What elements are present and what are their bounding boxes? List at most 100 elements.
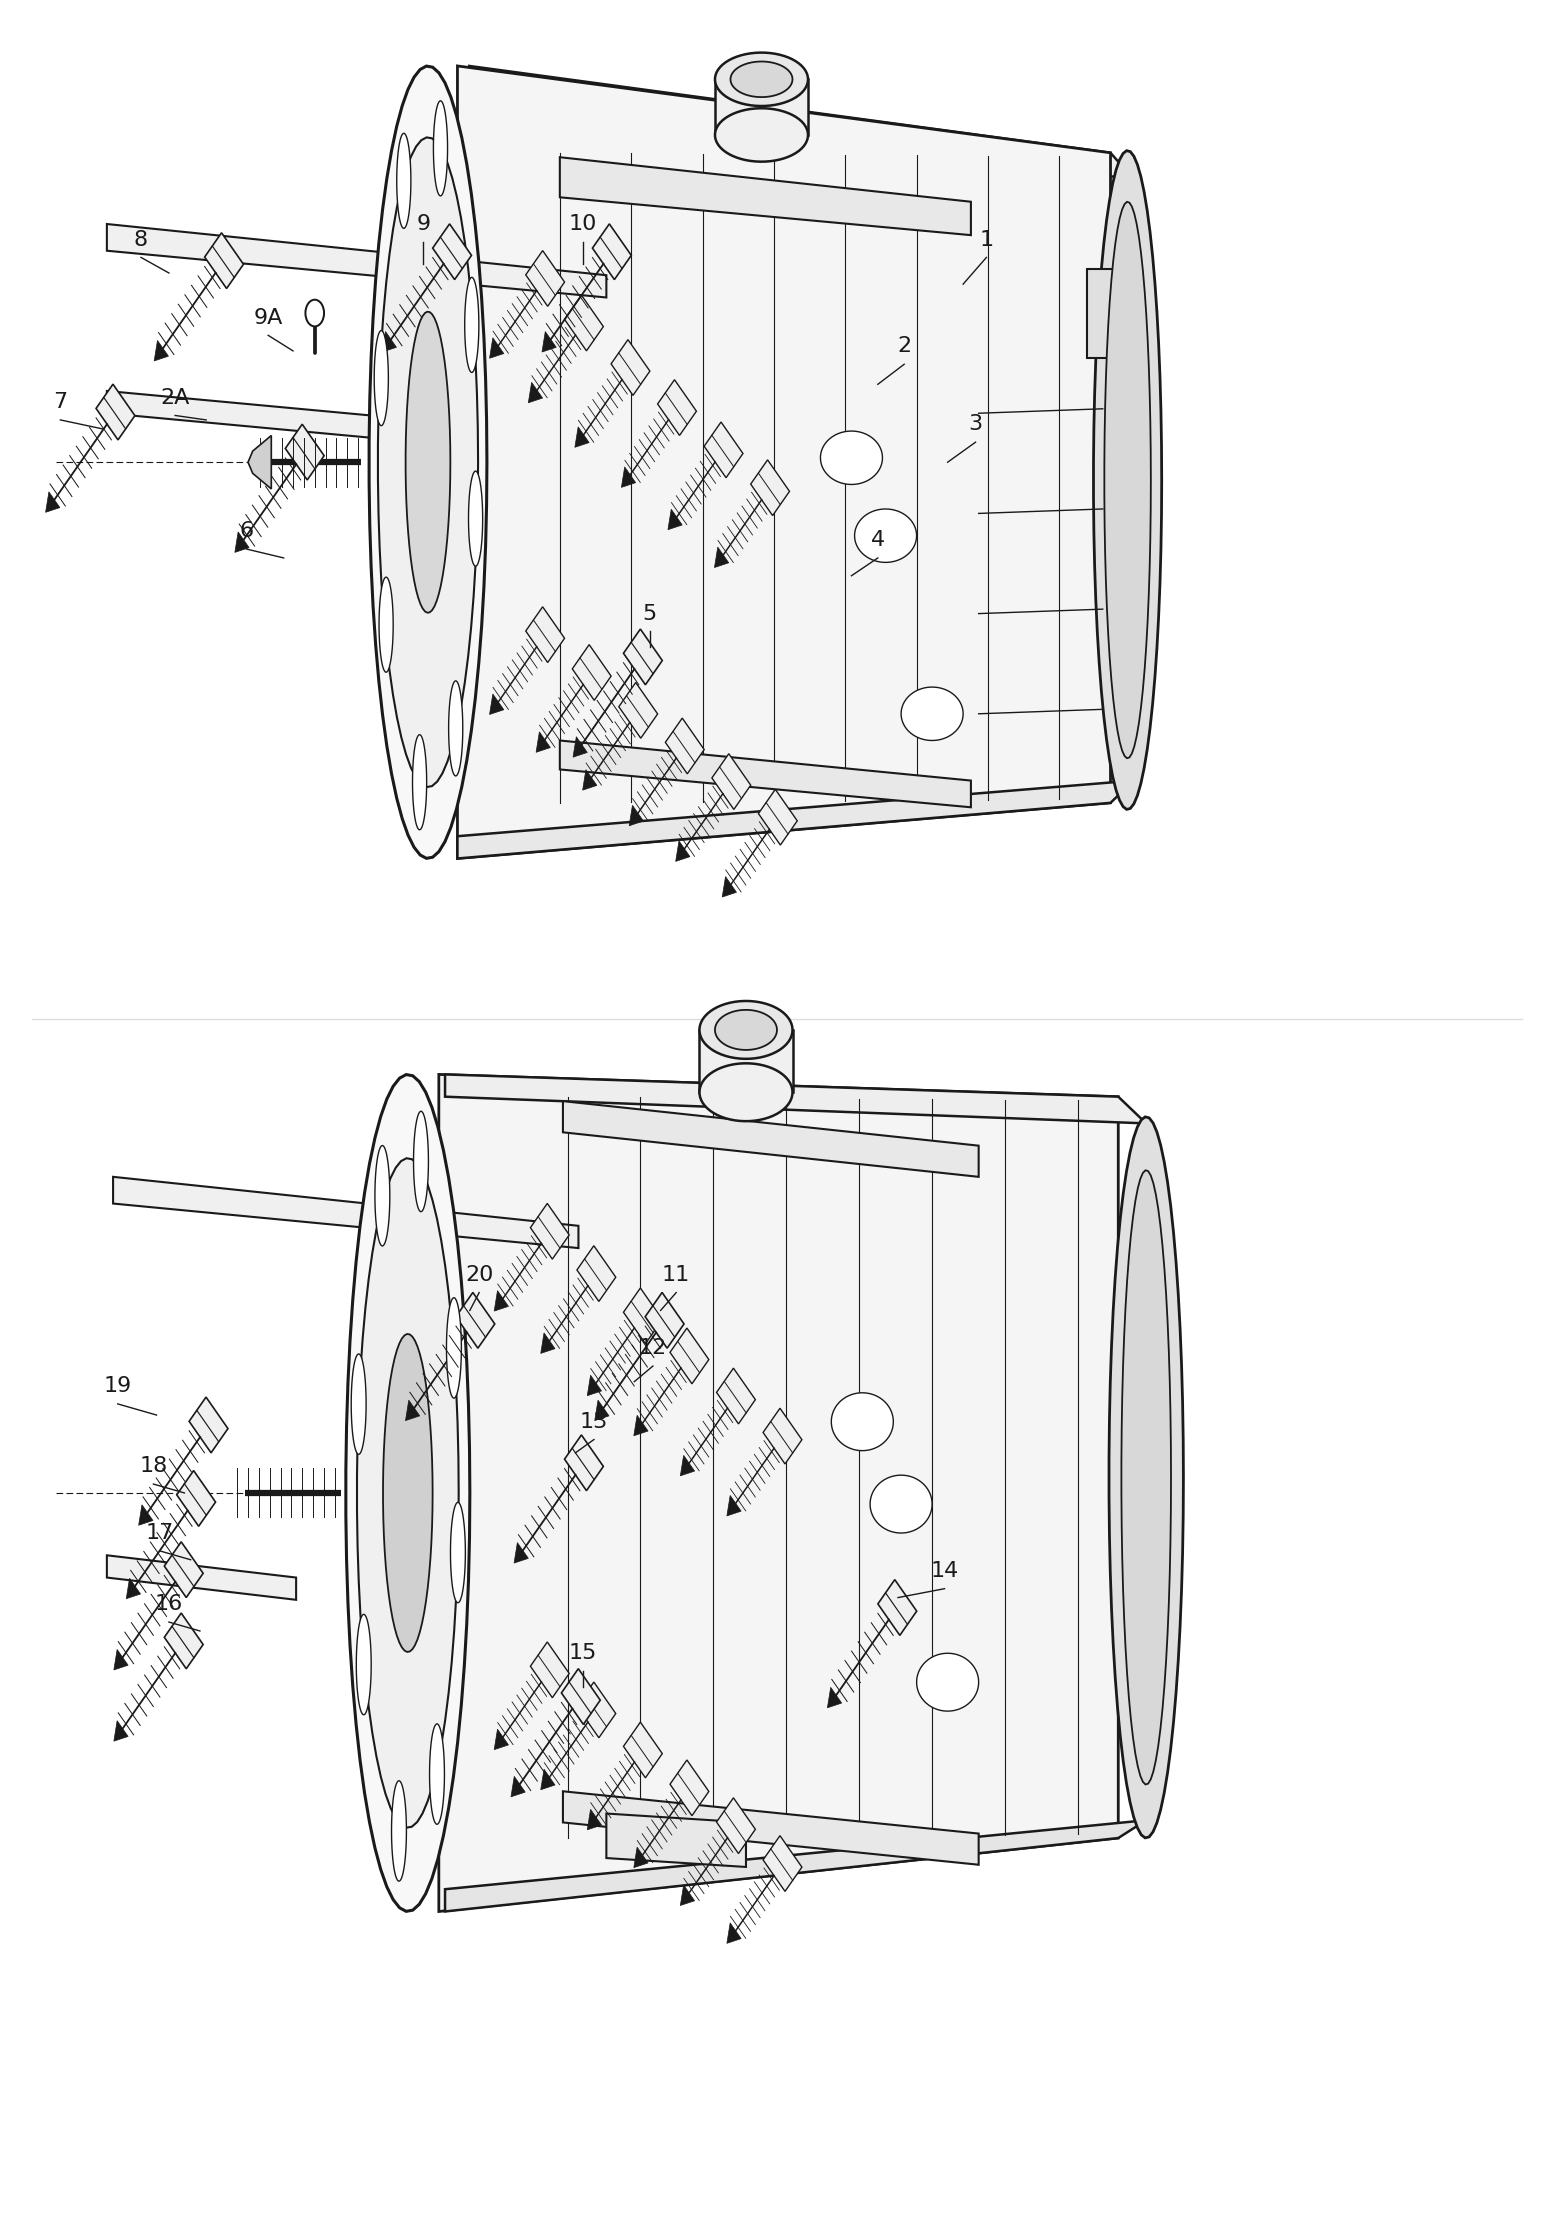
Polygon shape bbox=[528, 383, 542, 403]
Polygon shape bbox=[530, 1643, 569, 1698]
Polygon shape bbox=[634, 1848, 648, 1868]
Polygon shape bbox=[413, 1112, 429, 1213]
Text: 19: 19 bbox=[104, 1375, 132, 1395]
Polygon shape bbox=[676, 840, 690, 860]
Polygon shape bbox=[715, 546, 729, 568]
Polygon shape bbox=[525, 250, 564, 305]
Polygon shape bbox=[1088, 267, 1134, 357]
Polygon shape bbox=[831, 1393, 894, 1451]
Text: 18: 18 bbox=[140, 1456, 168, 1476]
Polygon shape bbox=[716, 1799, 755, 1855]
Polygon shape bbox=[564, 294, 603, 350]
Polygon shape bbox=[351, 1353, 367, 1453]
Text: 17: 17 bbox=[146, 1522, 174, 1542]
Polygon shape bbox=[190, 1398, 228, 1453]
Polygon shape bbox=[559, 740, 971, 807]
Polygon shape bbox=[901, 687, 963, 740]
Text: 9: 9 bbox=[416, 214, 430, 234]
Polygon shape bbox=[827, 1687, 842, 1707]
Polygon shape bbox=[113, 1649, 127, 1670]
Polygon shape bbox=[379, 577, 393, 673]
Polygon shape bbox=[165, 1614, 204, 1670]
Polygon shape bbox=[623, 1288, 662, 1344]
Polygon shape bbox=[573, 738, 587, 758]
Polygon shape bbox=[855, 508, 917, 562]
Polygon shape bbox=[406, 312, 451, 613]
Polygon shape bbox=[235, 533, 249, 553]
Polygon shape bbox=[645, 1293, 684, 1349]
Polygon shape bbox=[716, 1369, 755, 1424]
Polygon shape bbox=[587, 1810, 601, 1830]
Polygon shape bbox=[468, 470, 483, 566]
Polygon shape bbox=[561, 1670, 600, 1725]
Polygon shape bbox=[611, 339, 650, 395]
Polygon shape bbox=[1094, 152, 1162, 809]
Polygon shape bbox=[623, 1723, 662, 1779]
Text: 5: 5 bbox=[643, 604, 657, 624]
Polygon shape bbox=[530, 1204, 569, 1259]
Polygon shape bbox=[572, 644, 611, 700]
Polygon shape bbox=[469, 67, 1134, 181]
Text: 10: 10 bbox=[569, 214, 597, 234]
Text: 9A: 9A bbox=[253, 308, 283, 328]
Polygon shape bbox=[514, 1542, 528, 1563]
Polygon shape bbox=[511, 1777, 525, 1797]
Polygon shape bbox=[370, 67, 486, 858]
Polygon shape bbox=[1122, 1170, 1172, 1785]
Polygon shape bbox=[96, 383, 135, 439]
Polygon shape bbox=[715, 1010, 777, 1050]
Polygon shape bbox=[715, 109, 808, 163]
Text: 13: 13 bbox=[580, 1411, 608, 1431]
Polygon shape bbox=[357, 1159, 458, 1828]
Polygon shape bbox=[434, 100, 448, 196]
Polygon shape bbox=[347, 1074, 469, 1910]
Polygon shape bbox=[665, 718, 704, 773]
Polygon shape bbox=[670, 1761, 709, 1817]
Polygon shape bbox=[392, 1781, 407, 1881]
Polygon shape bbox=[382, 332, 396, 352]
Polygon shape bbox=[563, 1792, 979, 1866]
Polygon shape bbox=[205, 232, 244, 288]
Text: 7: 7 bbox=[53, 392, 67, 412]
Polygon shape bbox=[536, 731, 550, 753]
Polygon shape bbox=[763, 1837, 802, 1892]
Text: 3: 3 bbox=[968, 415, 982, 435]
Polygon shape bbox=[668, 508, 682, 531]
Text: 4: 4 bbox=[870, 531, 884, 551]
Polygon shape bbox=[494, 1730, 508, 1750]
Polygon shape bbox=[592, 223, 631, 279]
Polygon shape bbox=[878, 1580, 917, 1636]
Polygon shape bbox=[715, 80, 808, 136]
Polygon shape bbox=[177, 1471, 216, 1527]
Polygon shape bbox=[113, 1177, 578, 1248]
Polygon shape bbox=[356, 1614, 371, 1714]
Polygon shape bbox=[699, 1063, 793, 1121]
Text: 2A: 2A bbox=[160, 388, 190, 408]
Polygon shape bbox=[107, 1556, 297, 1600]
Text: 14: 14 bbox=[931, 1560, 959, 1580]
Polygon shape bbox=[286, 424, 325, 479]
Polygon shape bbox=[432, 223, 471, 279]
Polygon shape bbox=[870, 1476, 932, 1534]
Polygon shape bbox=[1105, 203, 1152, 758]
Polygon shape bbox=[490, 339, 503, 359]
Polygon shape bbox=[657, 379, 696, 435]
Polygon shape bbox=[465, 276, 479, 372]
Polygon shape bbox=[575, 426, 589, 448]
Polygon shape bbox=[438, 1074, 1119, 1912]
Polygon shape bbox=[758, 789, 797, 845]
Polygon shape bbox=[542, 332, 556, 352]
Polygon shape bbox=[444, 1074, 1147, 1123]
Text: 8: 8 bbox=[134, 230, 148, 250]
Polygon shape bbox=[681, 1456, 695, 1476]
Text: 12: 12 bbox=[639, 1337, 667, 1357]
Polygon shape bbox=[618, 682, 657, 738]
Polygon shape bbox=[457, 780, 1134, 858]
Polygon shape bbox=[449, 680, 463, 776]
Polygon shape bbox=[429, 1723, 444, 1823]
Text: 16: 16 bbox=[155, 1594, 183, 1614]
Polygon shape bbox=[525, 606, 564, 662]
Polygon shape bbox=[587, 1375, 601, 1395]
Polygon shape bbox=[699, 1030, 793, 1092]
Polygon shape bbox=[622, 466, 636, 488]
